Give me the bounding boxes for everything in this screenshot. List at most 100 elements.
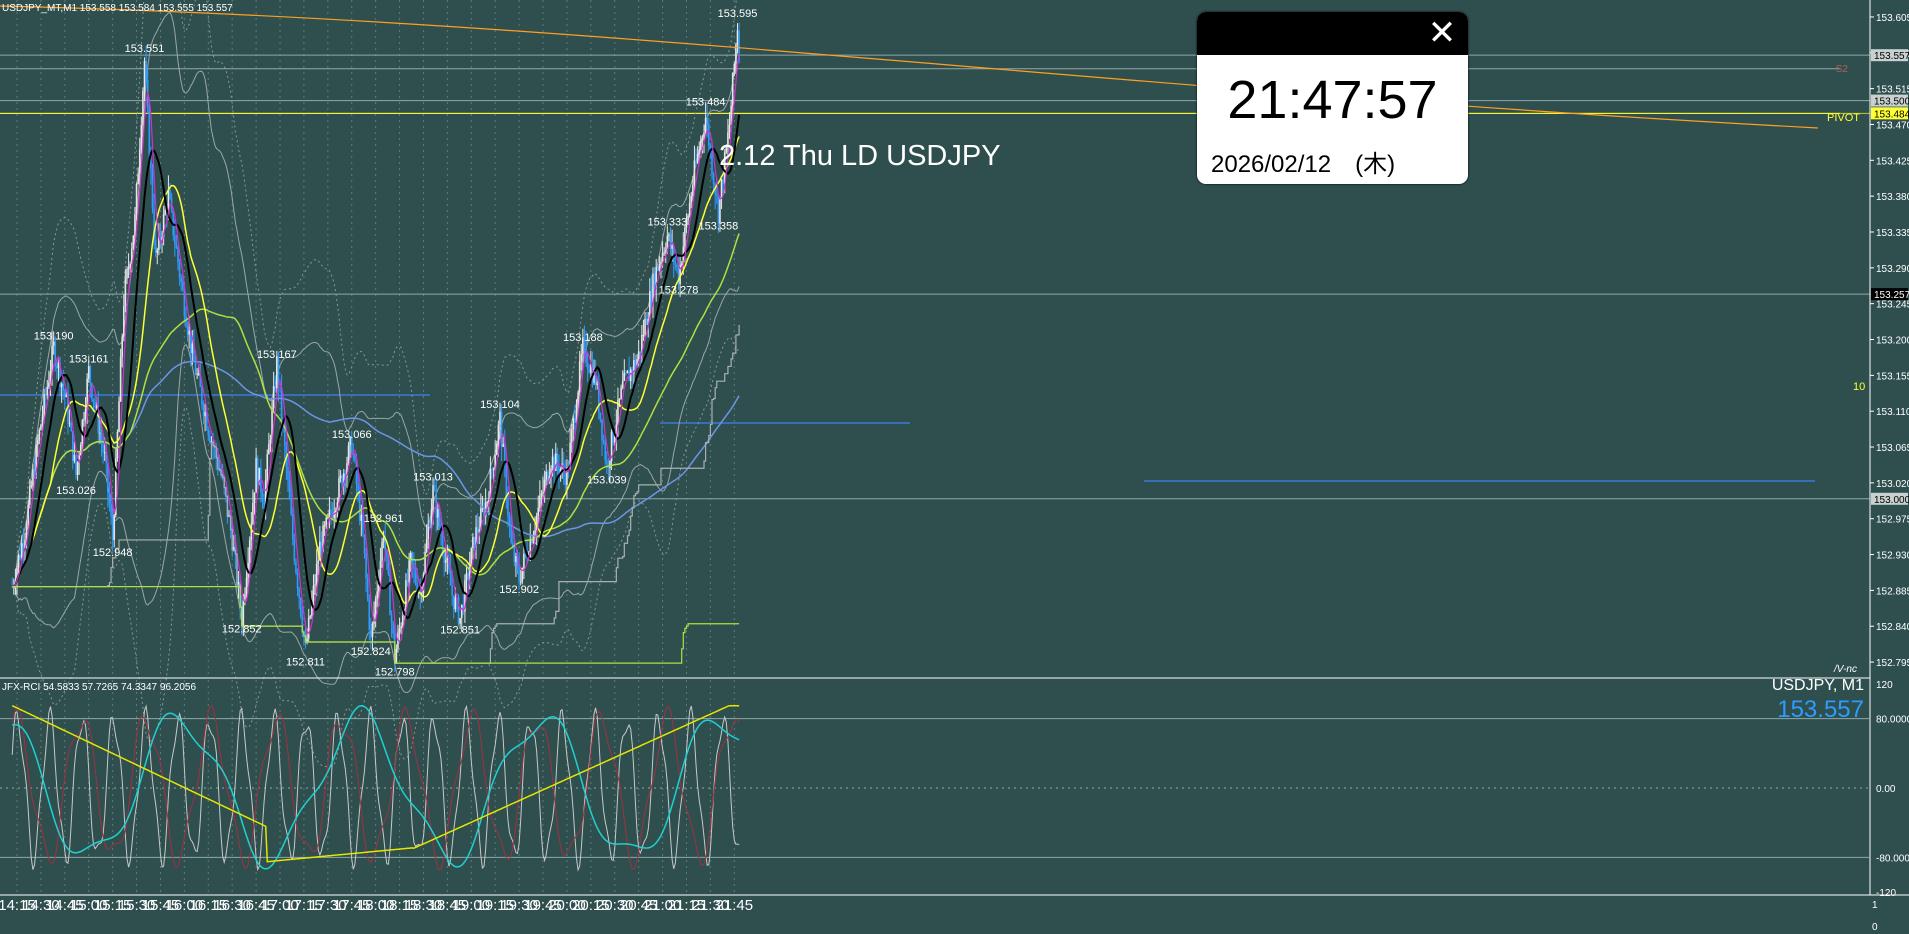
x-tick-label: 20:45 <box>620 897 658 914</box>
candle-body <box>277 356 280 387</box>
candle-body <box>642 334 645 336</box>
price-annotation: 153.167 <box>257 349 297 361</box>
candle-body <box>48 382 50 387</box>
price-annotation: 152.824 <box>351 646 391 658</box>
candle-body <box>207 429 210 436</box>
candle-body <box>389 573 391 616</box>
candle-body <box>400 626 402 629</box>
candle-body <box>252 503 254 524</box>
candle-body <box>189 330 192 354</box>
candle-body <box>237 582 240 585</box>
candle-body <box>494 455 496 469</box>
price-annotation: 153.013 <box>413 471 453 483</box>
candle-body <box>169 190 171 199</box>
candle-body <box>495 443 498 456</box>
candle-body <box>140 125 143 150</box>
candle-body <box>79 444 82 456</box>
candle-body <box>287 467 289 481</box>
candle-body <box>497 424 500 444</box>
x-tick-label: 19:45 <box>524 897 562 914</box>
candle-body <box>590 364 592 373</box>
candle-body <box>132 235 135 249</box>
candle-body <box>623 372 626 381</box>
candle-body <box>272 386 275 408</box>
candle-body <box>271 407 273 440</box>
candle-body <box>24 539 26 549</box>
candle-body <box>677 267 680 285</box>
rci-subwindow: 120 80.0000 0.00 -80.0000 -120 <box>0 680 1909 899</box>
candle-body <box>386 549 388 557</box>
candle-body <box>245 577 248 595</box>
candle-body <box>65 393 68 397</box>
candle-body <box>293 539 296 561</box>
candle-body <box>309 616 312 618</box>
candle-body <box>669 234 672 249</box>
candle-body <box>723 151 726 184</box>
candle-body <box>314 584 316 586</box>
candle-body <box>736 30 739 46</box>
candle-body <box>443 551 445 563</box>
candle-body <box>32 469 34 486</box>
candle-body <box>661 252 664 262</box>
candle-body <box>46 386 49 396</box>
candle-body <box>261 492 264 502</box>
candle-body <box>269 439 272 445</box>
candle-body <box>621 380 624 388</box>
candle-body <box>685 220 688 228</box>
candle-body <box>539 495 541 508</box>
band-dotted-lower <box>11 336 740 768</box>
close-icon[interactable]: ✕ <box>1427 13 1457 53</box>
y-tick-label: 153.425 <box>1876 156 1909 167</box>
candle-body <box>468 566 471 580</box>
x-tick-label: 16:30 <box>213 897 251 914</box>
candle-body <box>266 454 269 481</box>
price-annotation: 152.851 <box>440 624 480 636</box>
candle-body <box>291 514 294 540</box>
step-green-line <box>12 586 740 664</box>
y-tick-label: 153.020 <box>1876 479 1909 490</box>
y-tick-label: 153.515 <box>1876 85 1909 96</box>
candle-body <box>95 405 98 408</box>
candle-body <box>451 585 453 596</box>
candle-body <box>344 473 347 478</box>
candle-body <box>421 593 423 595</box>
candle-body <box>319 541 321 561</box>
candle-body <box>655 267 657 288</box>
candle-body <box>601 419 603 441</box>
candle-body <box>574 418 576 423</box>
price-annotation: 153.551 <box>125 43 165 55</box>
candle-body <box>258 467 261 485</box>
candle-body <box>725 146 728 152</box>
candle-body <box>680 263 683 265</box>
candle-body <box>127 267 130 270</box>
candle-body <box>711 149 713 175</box>
bands <box>11 0 740 768</box>
candle-body <box>620 387 622 399</box>
candle-body <box>516 555 519 566</box>
candle-body <box>339 475 342 479</box>
band-outer-lower <box>12 286 740 694</box>
candle-body <box>52 341 55 346</box>
candle-body <box>446 558 449 561</box>
candle-body <box>406 580 409 583</box>
candle-body <box>486 502 489 504</box>
x-tick-label: 21:00 <box>644 897 682 914</box>
ma-yellow-line <box>11 136 740 604</box>
candle-body <box>570 429 573 443</box>
candle-body <box>84 408 87 420</box>
candle-body <box>500 411 503 447</box>
candle-body <box>668 234 670 236</box>
candle-body <box>499 411 501 425</box>
y-tick-label: 153.110 <box>1876 407 1909 418</box>
y-tick-label: 153.245 <box>1876 300 1909 311</box>
candle-body <box>177 248 179 263</box>
candle-body <box>264 480 267 509</box>
price-box-label: 153.500 <box>1874 97 1909 108</box>
candle-body <box>690 195 693 203</box>
candle-body <box>430 509 433 528</box>
candle-body <box>20 543 23 558</box>
x-tick-label: 19:30 <box>500 897 538 914</box>
candle-body <box>465 573 468 581</box>
candle-body <box>540 493 543 496</box>
candle-body <box>693 160 696 186</box>
